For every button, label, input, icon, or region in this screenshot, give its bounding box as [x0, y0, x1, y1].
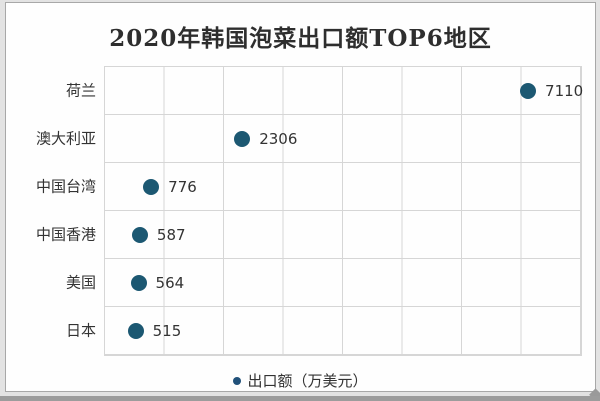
data-point-dot — [234, 131, 251, 147]
category-label: 中国台湾 — [35, 177, 96, 196]
data-point-dot — [143, 179, 160, 195]
chart-card: 2020年韩国泡菜出口额TOP6地区 荷兰澳大利亚中国台湾中国香港美国日本 71… — [5, 2, 596, 392]
plot-area: 7110 2306 776 587 564 515 — [104, 66, 584, 356]
data-point-dot — [520, 83, 537, 99]
y-axis-labels: 荷兰澳大利亚中国台湾中国香港美国日本 — [14, 66, 96, 354]
legend-marker-icon — [233, 376, 242, 385]
category-label: 美国 — [65, 273, 96, 292]
legend-label: 出口额（万美元） — [247, 372, 368, 390]
chart-title: 2020年韩国泡菜出口额TOP6地区 — [109, 25, 492, 52]
data-point-dot — [127, 323, 144, 339]
data-point-value: 564 — [155, 274, 185, 292]
data-point-value: 515 — [152, 322, 182, 340]
legend: 出口额（万美元） — [6, 370, 595, 391]
data-point-value: 587 — [156, 226, 186, 244]
data-point-value: 776 — [168, 178, 197, 196]
data-point-dot — [130, 275, 147, 291]
page-bottom-strip — [0, 396, 600, 401]
category-label: 中国香港 — [35, 225, 96, 244]
category-label: 荷兰 — [65, 81, 96, 100]
category-label: 澳大利亚 — [35, 129, 96, 148]
category-label: 日本 — [65, 321, 96, 340]
data-point-dot — [131, 227, 148, 243]
data-point-value: 2306 — [259, 130, 298, 148]
data-point-value: 7110 — [545, 82, 584, 100]
